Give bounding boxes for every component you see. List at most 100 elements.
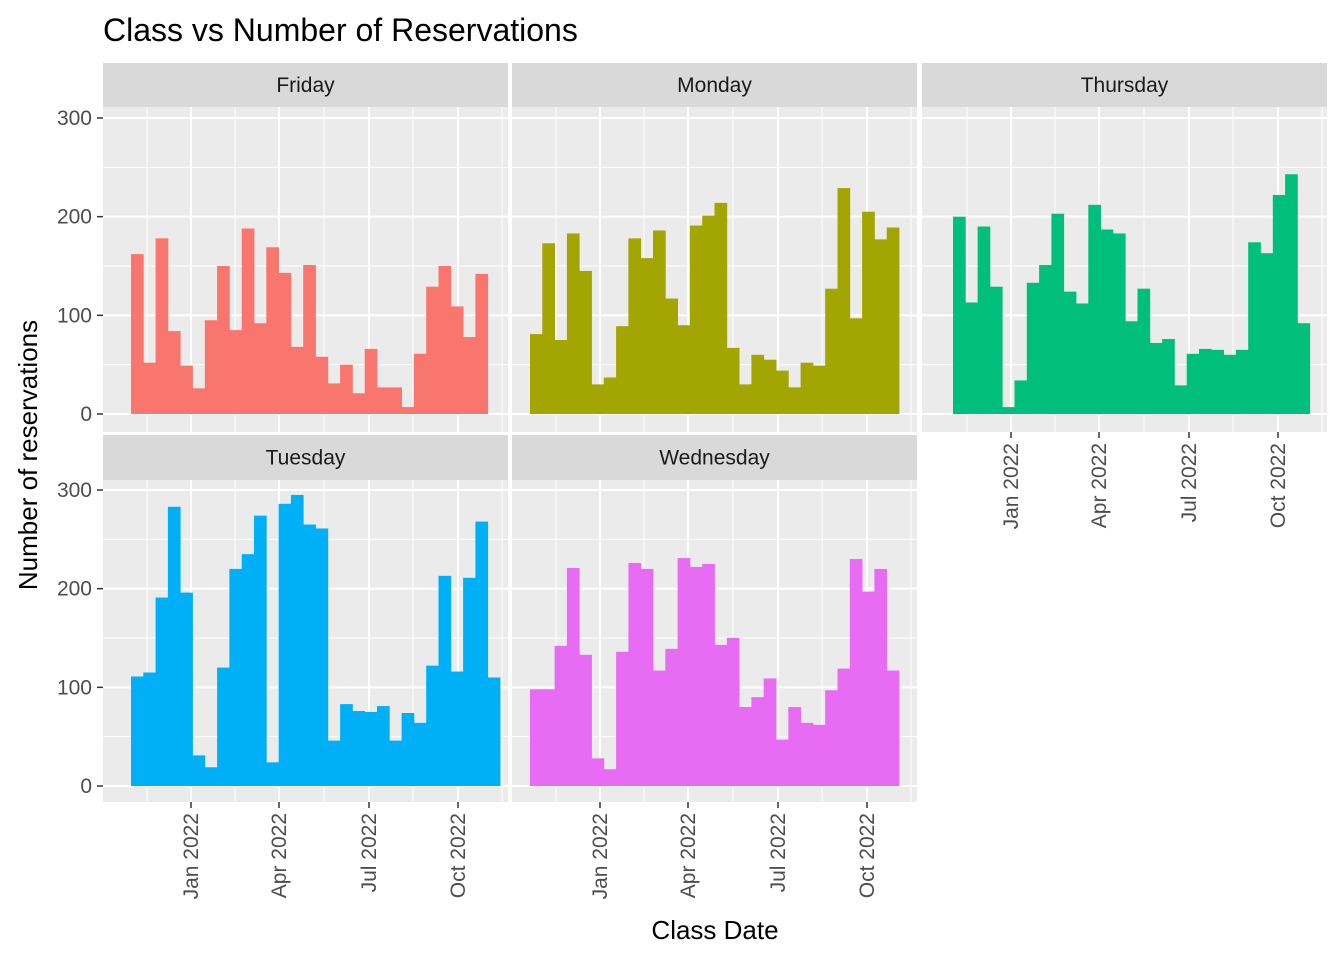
x-tick-label: Jan 2022 bbox=[180, 813, 203, 899]
bar bbox=[542, 689, 555, 786]
bar bbox=[1248, 242, 1261, 414]
y-tick-label: 0 bbox=[80, 775, 92, 798]
bar bbox=[1063, 291, 1077, 414]
y-tick-label: 200 bbox=[57, 578, 92, 601]
bar bbox=[566, 233, 580, 414]
bar bbox=[702, 215, 715, 414]
bar bbox=[530, 334, 543, 414]
bar bbox=[377, 706, 390, 786]
bar bbox=[413, 722, 427, 786]
bar bbox=[155, 238, 169, 414]
bar bbox=[450, 671, 464, 786]
strip-background bbox=[103, 63, 508, 107]
bar bbox=[542, 243, 555, 414]
bar bbox=[1100, 229, 1114, 414]
bar bbox=[266, 762, 279, 786]
x-tick-label: Oct 2022 bbox=[447, 813, 470, 898]
bar bbox=[475, 521, 489, 786]
bar bbox=[1211, 349, 1224, 414]
bar bbox=[1051, 213, 1065, 414]
bar bbox=[702, 564, 715, 786]
x-axis-title: Class Date bbox=[651, 915, 778, 945]
bar bbox=[180, 365, 193, 414]
bar bbox=[566, 567, 580, 786]
bar bbox=[689, 566, 703, 786]
bar bbox=[591, 384, 605, 414]
bar bbox=[463, 577, 476, 786]
bar bbox=[653, 230, 666, 414]
bar bbox=[229, 568, 243, 786]
bar bbox=[653, 670, 666, 786]
bar bbox=[241, 554, 255, 786]
bar bbox=[689, 225, 703, 414]
bar bbox=[217, 667, 230, 786]
bar bbox=[254, 323, 267, 414]
x-axes: Jan 2022 Apr 2022 Jul 2022 Oct 2022 Jan 2022… bbox=[180, 432, 1290, 899]
bar bbox=[862, 591, 875, 786]
bar bbox=[1088, 204, 1101, 414]
bar bbox=[413, 353, 427, 414]
bar bbox=[1112, 233, 1126, 414]
bar bbox=[327, 383, 341, 414]
strip-background bbox=[103, 435, 508, 480]
y-tick-label: 100 bbox=[57, 676, 92, 699]
bar bbox=[426, 665, 439, 786]
bar bbox=[167, 331, 181, 414]
bar bbox=[487, 677, 501, 786]
bar bbox=[1272, 194, 1286, 414]
facet-monday: Monday bbox=[512, 63, 917, 432]
bar bbox=[886, 227, 900, 414]
bar bbox=[426, 286, 439, 414]
bar bbox=[1026, 282, 1040, 414]
x-tick-label: Apr 2022 bbox=[677, 813, 700, 898]
bar bbox=[229, 330, 243, 414]
bar bbox=[1002, 407, 1015, 414]
bar bbox=[837, 188, 851, 414]
x-tick-label: Jul 2022 bbox=[358, 813, 381, 892]
x-tick-label: Apr 2022 bbox=[1088, 443, 1111, 528]
bar bbox=[303, 524, 316, 786]
y-tick-label: 300 bbox=[57, 107, 92, 130]
bar bbox=[438, 575, 452, 786]
bar bbox=[192, 388, 206, 414]
x-tick-label: Oct 2022 bbox=[856, 813, 879, 898]
bar bbox=[1297, 323, 1311, 414]
bar bbox=[677, 325, 691, 414]
bar bbox=[616, 651, 629, 786]
bar bbox=[315, 528, 329, 786]
bar bbox=[1235, 349, 1249, 414]
bar bbox=[1162, 339, 1175, 414]
bar bbox=[640, 568, 654, 786]
facet-panels: Friday Monday Thursday Tuesday Wednesday bbox=[103, 63, 1327, 802]
strip-label: Monday bbox=[677, 74, 752, 97]
x-tick-label: Jan 2022 bbox=[1000, 443, 1023, 529]
bar bbox=[180, 592, 193, 786]
bar bbox=[677, 558, 691, 786]
y-tick-label: 0 bbox=[80, 403, 92, 426]
bar bbox=[352, 393, 366, 414]
y-tick-label: 200 bbox=[57, 206, 92, 229]
bar bbox=[763, 359, 777, 414]
bar bbox=[603, 377, 617, 414]
bar bbox=[254, 515, 267, 786]
bar bbox=[837, 668, 851, 786]
bar bbox=[977, 226, 991, 414]
bar bbox=[401, 407, 415, 414]
bar bbox=[812, 365, 826, 414]
bar bbox=[364, 348, 378, 414]
chart-title: Class vs Number of Reservations bbox=[103, 12, 578, 48]
bar bbox=[953, 216, 966, 414]
bar bbox=[603, 769, 617, 786]
bar bbox=[1174, 385, 1188, 414]
bar bbox=[616, 326, 629, 414]
bar bbox=[776, 370, 789, 414]
facet-wednesday: Wednesday bbox=[512, 435, 917, 802]
bar bbox=[628, 238, 642, 414]
bar bbox=[131, 254, 144, 414]
facet-thursday: Thursday bbox=[922, 63, 1327, 432]
bar bbox=[788, 387, 801, 414]
bar bbox=[800, 362, 814, 414]
strip-label: Wednesday bbox=[659, 447, 770, 470]
bar bbox=[327, 740, 341, 786]
